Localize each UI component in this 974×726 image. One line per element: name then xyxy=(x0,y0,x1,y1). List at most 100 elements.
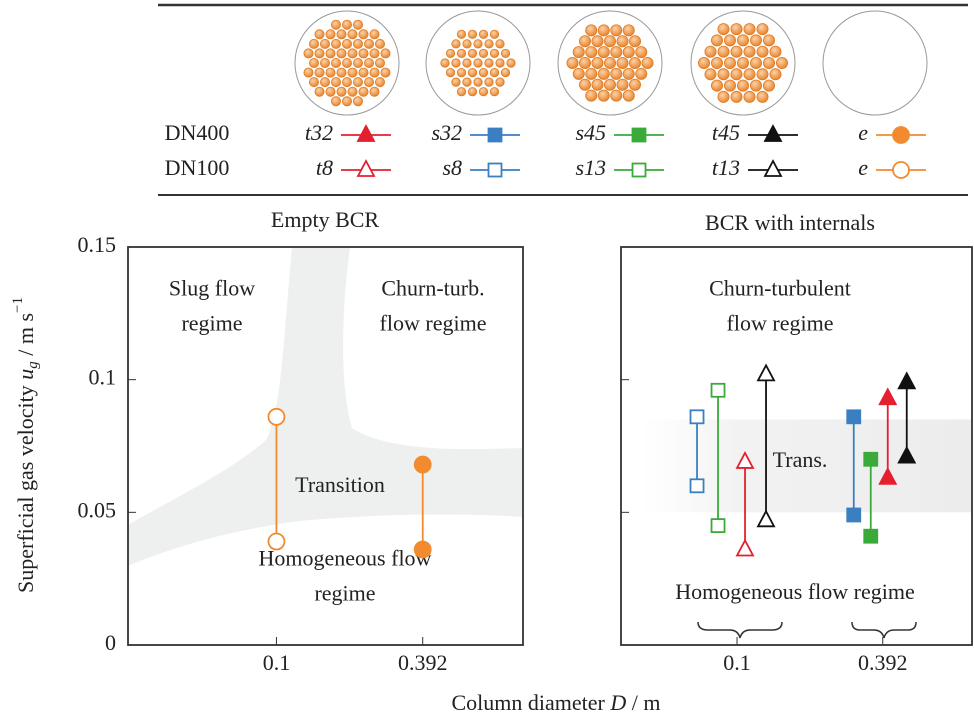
annotation: Transition xyxy=(295,472,385,497)
icon-tube xyxy=(500,67,511,78)
icon-tube xyxy=(756,23,769,36)
icon-tube xyxy=(314,86,325,97)
icon-tube xyxy=(341,58,352,69)
icon-tube xyxy=(330,19,341,30)
y-tick-label: 0 xyxy=(105,630,116,655)
marker xyxy=(735,451,755,469)
annotation: Trans. xyxy=(773,447,828,472)
legend-label: e xyxy=(858,155,868,180)
icon-tube xyxy=(604,35,617,48)
icon-tube xyxy=(743,23,756,36)
icon-tube xyxy=(478,87,489,97)
icon-tube xyxy=(769,45,782,58)
icon-tube xyxy=(585,89,598,102)
icon-tube xyxy=(478,67,489,78)
icon-tube xyxy=(591,57,604,70)
icon-tube xyxy=(566,57,579,70)
icon-tube xyxy=(462,77,472,87)
icon-tube xyxy=(325,86,336,97)
icon-tube xyxy=(604,57,617,70)
icon-tube xyxy=(750,57,763,70)
icon-tube xyxy=(641,57,654,70)
icon-tube xyxy=(489,87,500,97)
icon-tube xyxy=(451,58,461,68)
marker xyxy=(689,409,705,425)
annotation: regime xyxy=(181,311,242,336)
icon-tube xyxy=(303,67,314,78)
icon-tube xyxy=(597,67,610,80)
annotation: Homogeneous flow regime xyxy=(675,579,915,604)
icon-tube xyxy=(629,57,642,70)
icon-tube xyxy=(369,67,380,78)
y-tick-label: 0.05 xyxy=(78,497,117,522)
icon-tube xyxy=(347,48,358,59)
icon-tube xyxy=(358,48,369,59)
icon-tube xyxy=(484,58,494,68)
icon-tube xyxy=(604,78,617,91)
icon-tube xyxy=(711,79,724,92)
icon-tube xyxy=(352,38,363,49)
icon-tube xyxy=(597,24,610,37)
marker xyxy=(897,371,917,390)
legend-label: t8 xyxy=(316,155,333,180)
icon-tube xyxy=(629,35,642,48)
icon-tube xyxy=(467,29,478,39)
icon-tube xyxy=(635,67,648,80)
icon-tube xyxy=(352,19,363,30)
legend-marker xyxy=(892,126,910,144)
icon-tube xyxy=(622,67,635,80)
legend-marker xyxy=(763,159,783,177)
legend-label: s32 xyxy=(431,120,462,145)
icon-tube xyxy=(478,48,489,59)
icon-tube xyxy=(462,58,472,68)
icon-tube xyxy=(776,57,789,70)
icon-tube xyxy=(495,58,505,68)
icon-tube xyxy=(704,68,717,81)
icon-tube xyxy=(737,34,750,47)
icon-tube xyxy=(347,67,358,78)
icon-tube xyxy=(336,29,347,40)
annotation: Churn-turbulent xyxy=(709,276,851,301)
icon-tube xyxy=(325,48,336,59)
icon-tube xyxy=(616,57,629,70)
marker xyxy=(863,528,879,544)
icon-tube xyxy=(473,77,483,87)
marker xyxy=(756,363,776,382)
icon-tube xyxy=(363,58,374,69)
icon-tube xyxy=(440,58,450,68)
icon-tube xyxy=(572,67,585,80)
icon-tube xyxy=(308,77,319,88)
icon-tube xyxy=(330,96,341,107)
icon-tube xyxy=(585,67,598,80)
icon-tube xyxy=(336,48,347,59)
legend-label: t45 xyxy=(712,120,740,145)
icon-tube xyxy=(750,79,763,92)
legend-row-label: DN100 xyxy=(165,155,230,180)
marker xyxy=(710,382,726,398)
x-axis-label: Column diameter D / m xyxy=(452,690,661,715)
icon-tube xyxy=(363,77,374,88)
icon-tube xyxy=(616,35,629,48)
icon-tube xyxy=(456,48,467,59)
legend-label: s45 xyxy=(575,120,606,145)
icon-tube xyxy=(724,79,737,92)
icon-tube xyxy=(763,79,776,92)
icon-tube xyxy=(756,68,769,81)
icon-tube xyxy=(591,78,604,91)
marker xyxy=(710,518,726,533)
icon-outline xyxy=(822,10,928,116)
icon-tube xyxy=(756,45,769,58)
icon-tube xyxy=(462,39,472,49)
icon-tube xyxy=(314,29,325,40)
icon-tube xyxy=(445,67,456,78)
icon-tube xyxy=(336,67,347,78)
legend-marker xyxy=(631,162,647,178)
annotation: flow regime xyxy=(380,311,487,336)
icon-tube xyxy=(352,96,363,107)
icon-tube xyxy=(352,58,363,69)
icon-tube xyxy=(585,24,598,37)
icon-tube xyxy=(724,34,737,47)
annotation: Churn-turb. xyxy=(381,276,484,301)
marker xyxy=(863,451,879,467)
icon-tube xyxy=(572,46,585,59)
